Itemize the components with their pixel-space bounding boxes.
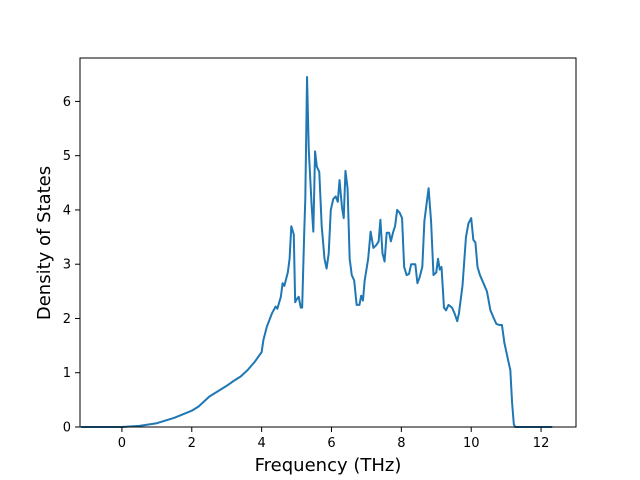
x-tick-label: 12 xyxy=(533,436,550,451)
y-tick-label: 3 xyxy=(63,258,71,273)
y-tick-label: 4 xyxy=(63,203,71,218)
x-tick-label: 6 xyxy=(327,436,335,451)
x-tick-label: 0 xyxy=(118,436,126,451)
y-tick-label: 0 xyxy=(63,421,71,436)
x-axis-label: Frequency (THz) xyxy=(255,455,402,476)
x-tick-label: 10 xyxy=(463,436,480,451)
y-tick-label: 2 xyxy=(63,312,71,327)
dos-series-line xyxy=(80,75,553,428)
y-tick-label: 6 xyxy=(63,95,71,110)
y-axis-label: Density of States xyxy=(34,166,55,320)
y-axis-ticks: 0 1 2 3 4 5 6 xyxy=(63,95,80,436)
y-tick-label: 5 xyxy=(63,149,71,164)
x-axis-ticks: 0 2 4 6 8 10 12 xyxy=(118,427,550,451)
x-tick-label: 2 xyxy=(188,436,196,451)
x-tick-label: 8 xyxy=(397,436,405,451)
plot-frame xyxy=(79,57,577,428)
x-tick-label: 4 xyxy=(257,436,265,451)
plot-area xyxy=(79,57,577,428)
y-tick-label: 1 xyxy=(63,366,71,381)
